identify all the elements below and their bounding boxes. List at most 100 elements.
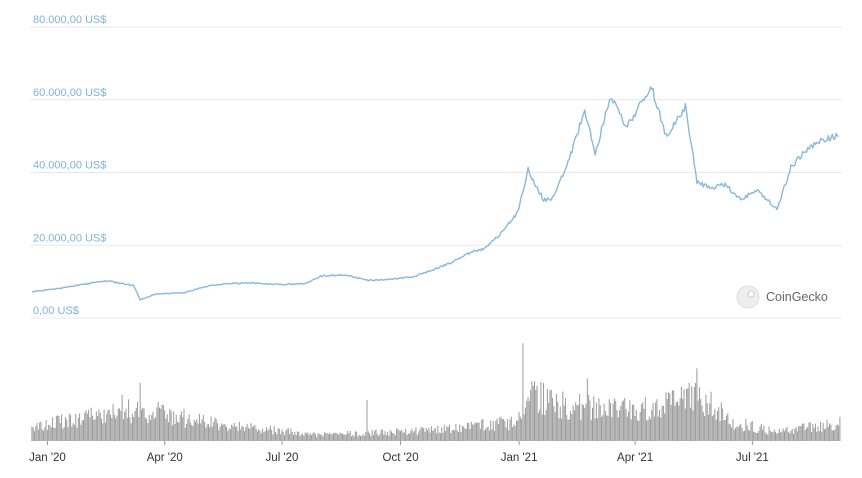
volume-bar bbox=[282, 431, 284, 441]
volume-bar bbox=[740, 423, 742, 441]
y-tick-label: 20.000,00 US$ bbox=[33, 232, 106, 244]
volume-bar bbox=[336, 433, 338, 441]
volume-bar bbox=[392, 433, 394, 441]
volume-bar bbox=[825, 428, 827, 441]
volume-bar bbox=[182, 417, 184, 441]
volume-bar bbox=[490, 420, 492, 441]
volume-bar bbox=[790, 430, 792, 441]
volume-bar bbox=[661, 405, 663, 441]
volume-bar bbox=[526, 400, 528, 441]
volume-bar bbox=[129, 417, 131, 441]
volume-bar bbox=[479, 428, 481, 441]
volume-bar bbox=[638, 421, 640, 441]
volume-bar bbox=[463, 426, 465, 441]
volume-bar bbox=[375, 429, 377, 441]
volume-bar bbox=[620, 405, 622, 441]
volume-bar bbox=[794, 428, 796, 441]
volume-bar bbox=[189, 422, 191, 441]
volume-bar bbox=[144, 417, 146, 441]
volume-bar bbox=[704, 416, 706, 441]
volume-bar bbox=[244, 431, 246, 441]
volume-bar bbox=[227, 431, 229, 441]
volume-bar bbox=[232, 426, 234, 441]
volume-bar bbox=[314, 434, 316, 441]
volume-bar bbox=[95, 411, 97, 441]
volume-bar bbox=[245, 427, 247, 441]
volume-bar bbox=[446, 426, 448, 441]
volume-bar bbox=[186, 423, 188, 441]
volume-bar bbox=[63, 427, 65, 441]
volume-bar bbox=[546, 389, 548, 441]
volume-bar bbox=[316, 437, 318, 441]
volume-bar bbox=[723, 420, 725, 441]
volume-bar bbox=[371, 429, 373, 441]
volume-bar bbox=[223, 424, 225, 441]
volume-bar bbox=[160, 408, 162, 441]
volume-bar bbox=[795, 427, 797, 441]
volume-bar bbox=[774, 431, 776, 441]
volume-bar bbox=[615, 400, 617, 441]
volume-bar bbox=[313, 432, 315, 441]
volume-bar bbox=[215, 419, 217, 441]
volume-bar bbox=[818, 431, 820, 441]
volume-bar bbox=[171, 425, 173, 441]
volume-bar bbox=[202, 415, 204, 441]
volume-bar bbox=[207, 424, 209, 441]
volume-bar bbox=[745, 418, 747, 441]
volume-bar bbox=[706, 403, 708, 441]
volume-bar bbox=[376, 434, 378, 441]
volume-bar bbox=[834, 429, 836, 441]
volume-bar bbox=[707, 414, 709, 441]
volume-bar bbox=[814, 423, 816, 441]
coingecko-watermark: CoinGecko bbox=[736, 285, 828, 309]
volume-bar bbox=[340, 433, 342, 441]
volume-bar bbox=[311, 435, 313, 441]
volume-bar bbox=[541, 414, 543, 441]
volume-bar bbox=[486, 427, 488, 441]
volume-bar bbox=[613, 398, 615, 441]
volume-bar bbox=[573, 410, 575, 441]
volume-bar bbox=[499, 417, 501, 441]
volume-bar bbox=[348, 433, 350, 441]
volume-bar bbox=[689, 407, 691, 441]
volume-bar bbox=[586, 378, 588, 441]
gecko-logo-icon bbox=[736, 285, 760, 309]
volume-bar bbox=[571, 414, 573, 441]
volume-bar bbox=[278, 428, 280, 441]
volume-bar bbox=[698, 387, 700, 441]
volume-bar bbox=[254, 424, 256, 441]
volume-bar bbox=[290, 428, 292, 441]
volume-bar bbox=[655, 402, 657, 441]
volume-bar bbox=[57, 415, 59, 441]
volume-bar bbox=[91, 415, 93, 441]
volume-bar bbox=[838, 425, 840, 441]
volume-bar bbox=[305, 433, 307, 441]
volume-bar bbox=[447, 427, 449, 441]
volume-bar bbox=[693, 387, 695, 441]
volume-bar bbox=[210, 416, 212, 441]
volume-bar bbox=[505, 427, 507, 441]
volume-bar bbox=[595, 402, 597, 441]
volume-bar bbox=[71, 426, 73, 441]
volume-bar bbox=[756, 433, 758, 441]
volume-bar bbox=[323, 432, 325, 441]
volume-bar bbox=[334, 432, 336, 441]
volume-bar bbox=[433, 429, 435, 441]
volume-bar bbox=[304, 432, 306, 441]
volume-bar bbox=[439, 433, 441, 441]
volume-bar bbox=[530, 390, 532, 441]
volume-bar bbox=[196, 419, 198, 441]
volume-bar bbox=[394, 435, 396, 441]
volume-bar bbox=[764, 432, 766, 441]
volume-bar bbox=[549, 390, 551, 441]
volume-bar bbox=[281, 429, 283, 441]
volume-bar bbox=[454, 430, 456, 441]
volume-bar bbox=[133, 417, 135, 441]
volume-bar bbox=[561, 418, 563, 441]
volume-bar bbox=[608, 399, 610, 441]
volume-bar bbox=[388, 435, 390, 441]
volume-bar bbox=[518, 411, 520, 441]
volume-bar bbox=[727, 413, 729, 441]
volume-bar bbox=[356, 431, 358, 441]
volume-bar bbox=[298, 431, 300, 441]
